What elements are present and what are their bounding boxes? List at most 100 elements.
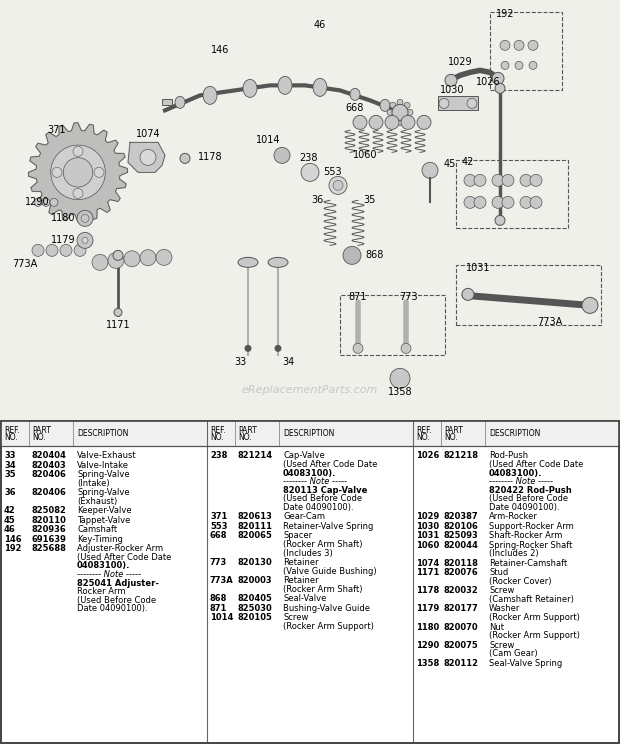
Text: 1031: 1031	[466, 263, 490, 273]
Circle shape	[401, 344, 411, 353]
Ellipse shape	[268, 257, 288, 267]
Text: (Camshaft Retainer): (Camshaft Retainer)	[489, 595, 574, 604]
Ellipse shape	[243, 80, 257, 97]
Text: 1029: 1029	[448, 57, 472, 68]
Text: Valve-Exhaust: Valve-Exhaust	[77, 452, 136, 461]
Text: 371: 371	[210, 513, 228, 522]
Text: (Used Before Code: (Used Before Code	[283, 494, 362, 504]
Text: 820422 Rod-Push: 820422 Rod-Push	[489, 486, 572, 495]
Circle shape	[156, 249, 172, 266]
Text: 1178: 1178	[416, 586, 439, 595]
Circle shape	[333, 180, 343, 190]
Circle shape	[50, 199, 58, 206]
Circle shape	[51, 145, 105, 199]
Text: 1014: 1014	[255, 135, 280, 145]
Text: 820070: 820070	[444, 623, 479, 632]
Text: 1074: 1074	[416, 559, 439, 568]
Circle shape	[353, 115, 367, 129]
Circle shape	[492, 174, 504, 186]
Text: 820405: 820405	[238, 594, 273, 603]
Text: 820032: 820032	[444, 586, 479, 595]
Circle shape	[502, 196, 514, 208]
Bar	[162, 100, 172, 106]
Circle shape	[77, 232, 93, 248]
Circle shape	[529, 61, 537, 69]
Circle shape	[474, 196, 486, 208]
Text: Spacer: Spacer	[283, 531, 312, 540]
Text: 238: 238	[210, 452, 228, 461]
Circle shape	[528, 40, 538, 51]
Text: 35: 35	[364, 196, 376, 205]
Text: 34: 34	[282, 357, 294, 368]
Circle shape	[108, 252, 124, 269]
Text: Spring-Rocker Shaft: Spring-Rocker Shaft	[489, 541, 572, 550]
Text: 820403: 820403	[32, 461, 67, 469]
Text: 871: 871	[348, 292, 367, 302]
Circle shape	[495, 83, 505, 93]
Text: Nut: Nut	[489, 623, 504, 632]
Text: 42: 42	[462, 158, 474, 167]
Text: 825082: 825082	[32, 507, 67, 516]
Circle shape	[495, 215, 505, 225]
Text: Seal-Valve Spring: Seal-Valve Spring	[489, 658, 562, 667]
Circle shape	[530, 174, 542, 186]
Text: 825093: 825093	[444, 531, 479, 540]
Text: Keeper-Valve: Keeper-Valve	[77, 507, 131, 516]
Circle shape	[397, 100, 403, 106]
Text: Support-Rocker Arm: Support-Rocker Arm	[489, 522, 574, 531]
Text: 1290: 1290	[25, 197, 50, 208]
Text: Stud: Stud	[489, 568, 508, 577]
Text: 820936: 820936	[32, 525, 67, 534]
Circle shape	[140, 150, 156, 165]
Circle shape	[404, 116, 410, 123]
Circle shape	[113, 251, 123, 260]
Text: (Used Before Code: (Used Before Code	[77, 596, 156, 605]
Text: 1179: 1179	[51, 235, 75, 246]
Bar	[438, 97, 478, 110]
Text: 820404: 820404	[32, 452, 67, 461]
Text: 871: 871	[210, 603, 228, 612]
Text: 1171: 1171	[416, 568, 440, 577]
Circle shape	[81, 214, 89, 222]
Text: 1060: 1060	[416, 541, 439, 550]
Circle shape	[274, 147, 290, 164]
Text: Cap-Valve: Cap-Valve	[283, 452, 325, 461]
Text: (Includes 2): (Includes 2)	[489, 549, 539, 559]
Circle shape	[180, 153, 190, 164]
Text: 820003: 820003	[238, 576, 273, 585]
Text: 1026: 1026	[476, 77, 500, 87]
Text: 868: 868	[210, 594, 228, 603]
Polygon shape	[29, 123, 128, 222]
Text: Retainer: Retainer	[283, 558, 319, 567]
Text: 192: 192	[496, 10, 514, 19]
Text: -------- Note -----: -------- Note -----	[283, 477, 347, 486]
Text: 04083100).: 04083100).	[77, 562, 130, 571]
Circle shape	[275, 345, 281, 351]
Circle shape	[462, 289, 474, 301]
Text: 668: 668	[210, 531, 228, 540]
Text: Date 04090100).: Date 04090100).	[489, 503, 560, 512]
Text: Date 04090100).: Date 04090100).	[283, 503, 353, 512]
Text: 1074: 1074	[136, 129, 161, 139]
Text: Retainer-Valve Spring: Retainer-Valve Spring	[283, 522, 373, 531]
Circle shape	[390, 116, 396, 123]
Text: Bushing-Valve Guide: Bushing-Valve Guide	[283, 603, 370, 612]
Circle shape	[390, 102, 396, 109]
Text: (Rocker Cover): (Rocker Cover)	[489, 577, 552, 586]
Ellipse shape	[380, 100, 390, 112]
Bar	[340, 295, 445, 356]
Text: Retainer: Retainer	[283, 576, 319, 585]
Text: 820076: 820076	[444, 568, 479, 577]
Circle shape	[397, 119, 403, 125]
Text: 146: 146	[4, 535, 22, 544]
Text: 192: 192	[4, 545, 22, 554]
Text: 1180: 1180	[51, 214, 75, 223]
Text: Tappet-Valve: Tappet-Valve	[77, 516, 130, 525]
Circle shape	[492, 72, 504, 84]
Text: 1030: 1030	[416, 522, 439, 531]
Text: NO.: NO.	[32, 433, 46, 442]
Circle shape	[94, 167, 104, 177]
Text: 820613: 820613	[238, 513, 273, 522]
Text: 1060: 1060	[353, 150, 377, 161]
Circle shape	[387, 109, 393, 115]
